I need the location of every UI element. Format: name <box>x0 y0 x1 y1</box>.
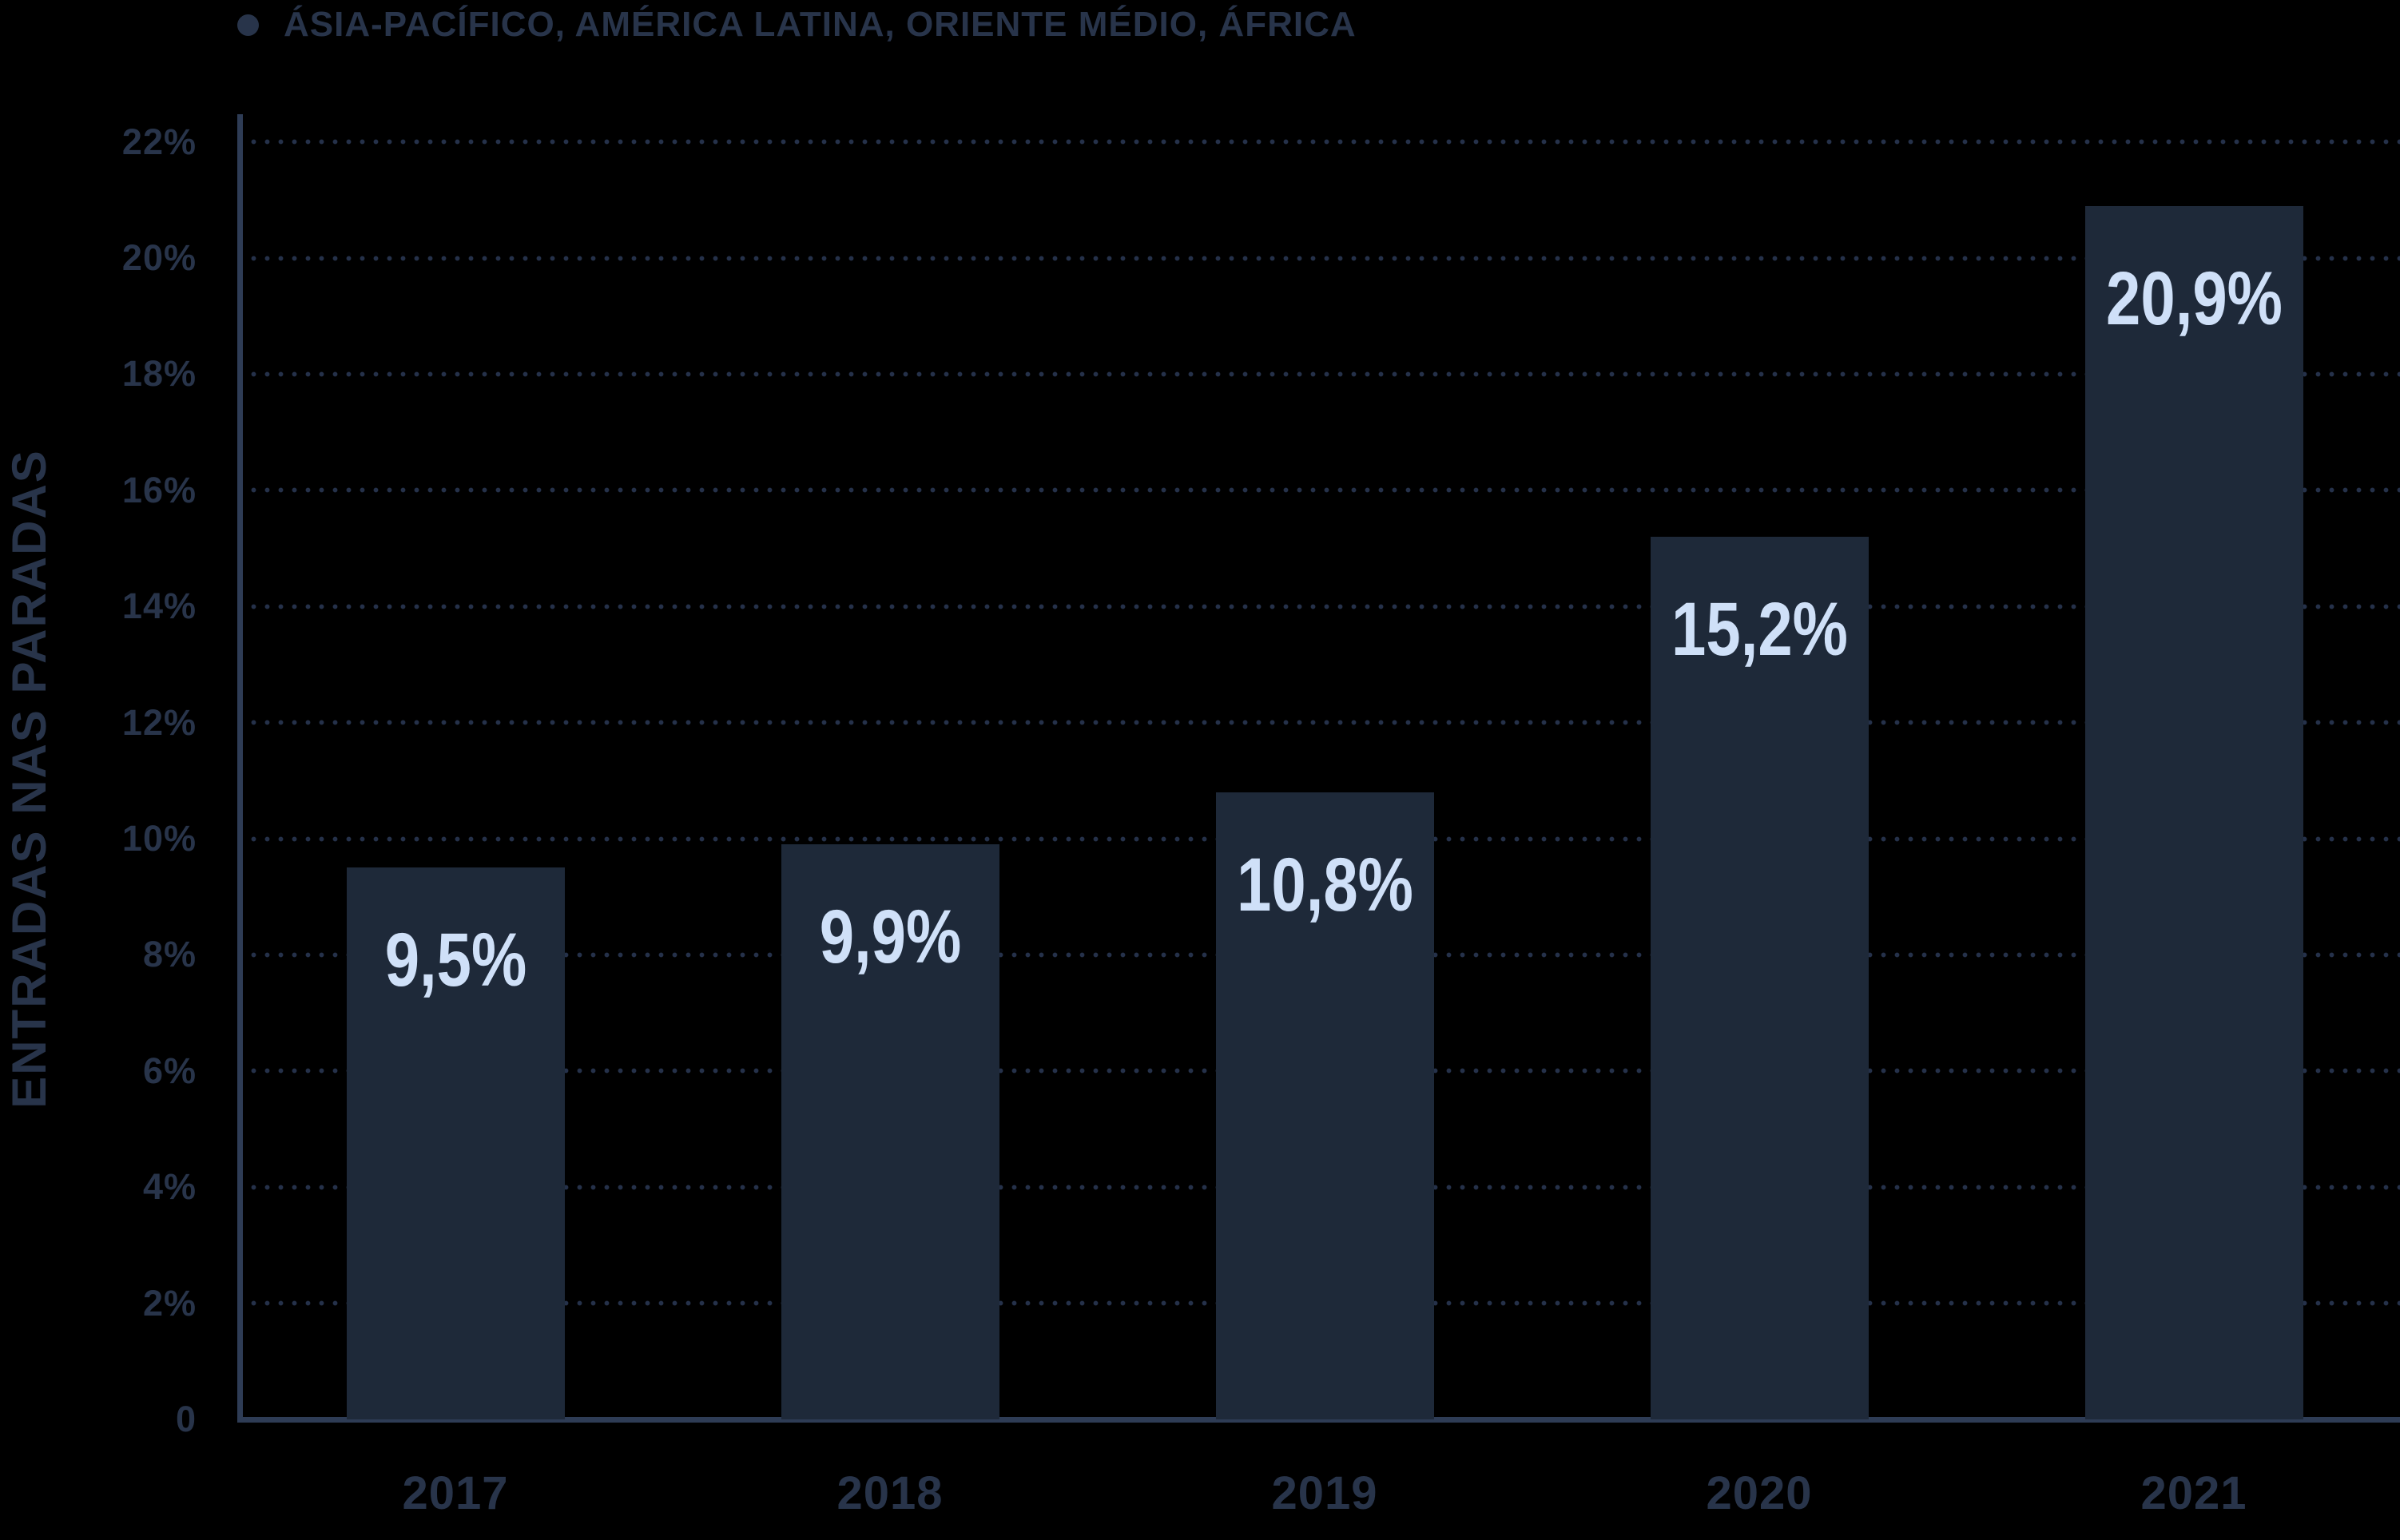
y-tick-label-22: 22% <box>121 121 197 162</box>
gridline-12 <box>247 720 2400 726</box>
y-tick-label-6: 6% <box>142 1050 197 1091</box>
bar-2019: 10,8% <box>1215 792 1434 1419</box>
y-axis-title: ENTRADAS NAS PARADAS <box>2 449 56 1109</box>
bar-2021: 20,9% <box>2084 205 2303 1419</box>
x-tick-label-2020: 2020 <box>1706 1467 1813 1519</box>
x-tick-label-2018: 2018 <box>836 1467 944 1519</box>
y-tick-label-10: 10% <box>121 818 197 859</box>
bar-value-label-2018: 9,9% <box>819 895 961 980</box>
bar-2020: 15,2% <box>1650 536 1869 1419</box>
gridline-20 <box>247 255 2400 261</box>
y-axis-line <box>237 114 243 1423</box>
x-tick-label-2017: 2017 <box>402 1467 509 1519</box>
x-tick-label-2021: 2021 <box>2140 1467 2247 1519</box>
y-tick-label-16: 16% <box>121 469 197 510</box>
legend-label: ÁSIA-PACÍFICO, AMÉRICA LATINA, ORIENTE M… <box>284 5 1357 44</box>
gridline-18 <box>247 371 2400 377</box>
bar-2017: 9,5% <box>346 867 565 1419</box>
bar-value-label-2020: 15,2% <box>1671 586 1848 672</box>
y-tick-label-8: 8% <box>142 934 197 975</box>
x-tick-label-2019: 2019 <box>1271 1467 1378 1519</box>
bar-value-label-2017: 9,5% <box>384 918 526 1003</box>
y-tick-label-4: 4% <box>142 1166 197 1208</box>
legend-dot-icon <box>237 14 259 36</box>
bar-value-label-2019: 10,8% <box>1236 842 1413 927</box>
y-tick-label-0: 0 <box>175 1399 197 1439</box>
y-tick-label-12: 12% <box>121 701 197 743</box>
y-tick-label-14: 14% <box>121 585 197 627</box>
gridline-22 <box>247 139 2400 145</box>
bar-value-label-2021: 20,9% <box>2105 256 2283 341</box>
y-tick-label-18: 18% <box>121 353 197 395</box>
gridline-14 <box>247 603 2400 609</box>
legend: ÁSIA-PACÍFICO, AMÉRICA LATINA, ORIENTE M… <box>237 4 1357 46</box>
gridline-16 <box>247 487 2400 494</box>
y-tick-label-20: 20% <box>121 237 197 278</box>
x-axis-line <box>237 1417 2400 1423</box>
bar-2018: 9,9% <box>781 844 999 1419</box>
y-tick-label-2: 2% <box>142 1282 197 1324</box>
